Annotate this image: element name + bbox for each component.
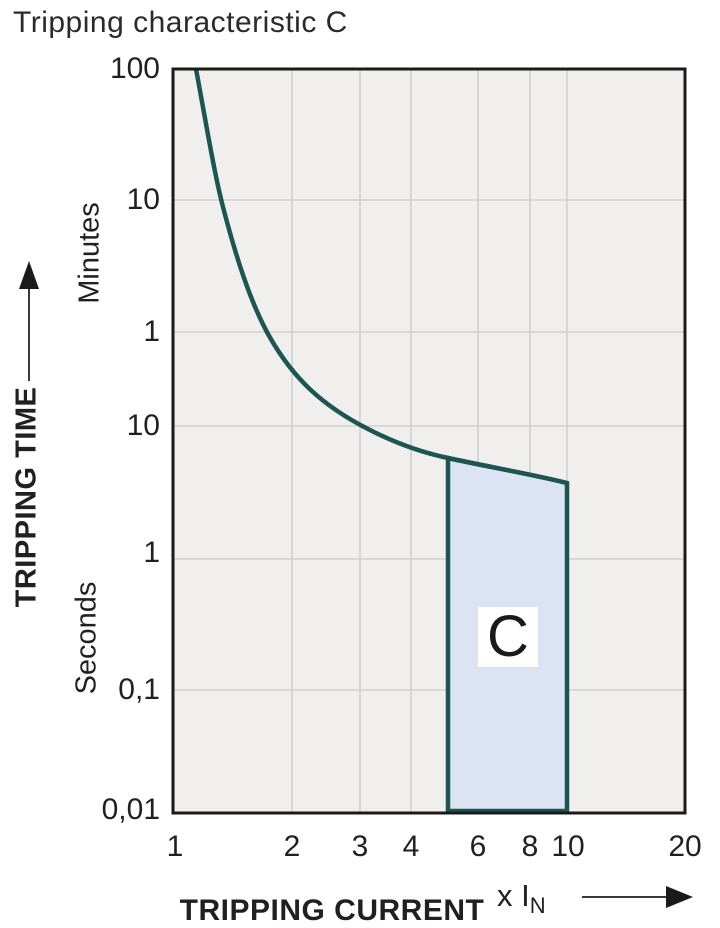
- x-axis-unit: x IN: [497, 878, 546, 919]
- y-tick-0-1s: 0,1: [118, 673, 160, 706]
- y-tick-0-01s: 0,01: [101, 793, 160, 826]
- page-title: Tripping characteristic C: [13, 6, 348, 39]
- x-tick-3: 3: [351, 830, 369, 863]
- x-axis-unit-prefix: x I: [497, 878, 530, 913]
- tripping-curve: [193, 68, 568, 486]
- x-tick-4: 4: [402, 830, 420, 863]
- x-tick-6: 6: [469, 830, 487, 863]
- x-tick-1: 1: [166, 830, 184, 863]
- y-tick-1s: 1: [143, 536, 160, 569]
- y-axis-title: TRIPPING TIME: [10, 386, 43, 608]
- plot-border: [171, 67, 687, 815]
- y-tick-100min: 100: [109, 52, 160, 85]
- plot-background: [173, 69, 685, 813]
- y-axis-arrow-icon: [19, 261, 39, 381]
- gridlines: [173, 69, 685, 813]
- x-axis-unit-subscript: N: [529, 893, 546, 918]
- x-tick-8: 8: [521, 830, 539, 863]
- x-tick-2: 2: [283, 830, 301, 863]
- y-tick-10s: 10: [126, 409, 160, 442]
- y-tick-10min: 10: [126, 183, 160, 216]
- y-axis-unit-seconds: Seconds: [70, 581, 103, 695]
- x-tick-20: 20: [668, 830, 702, 863]
- y-tick-1min: 1: [143, 315, 160, 348]
- x-tick-10: 10: [551, 830, 585, 863]
- y-axis-unit-minutes: Minutes: [73, 202, 106, 304]
- x-axis-arrow-icon: [582, 886, 693, 908]
- x-axis-title: TRIPPING CURRENT: [179, 894, 485, 927]
- region-c-label: C: [478, 607, 538, 667]
